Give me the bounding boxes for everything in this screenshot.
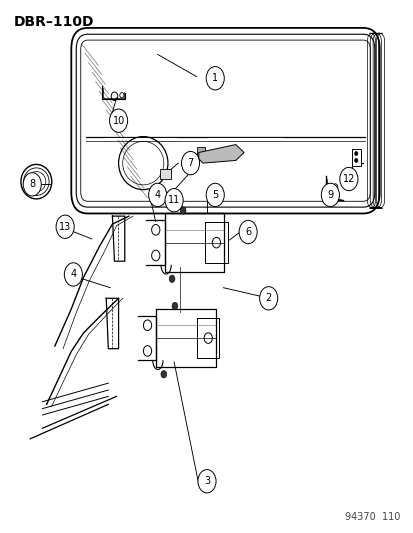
Text: 4: 4: [154, 190, 160, 200]
Circle shape: [64, 263, 82, 286]
Text: 11: 11: [168, 195, 180, 205]
Circle shape: [339, 167, 357, 191]
Text: 1: 1: [211, 73, 218, 83]
Circle shape: [23, 173, 41, 196]
Circle shape: [169, 275, 175, 282]
Circle shape: [172, 302, 177, 310]
FancyBboxPatch shape: [159, 169, 171, 179]
Text: 4: 4: [70, 270, 76, 279]
Text: 10: 10: [112, 116, 124, 126]
Circle shape: [206, 67, 224, 90]
Circle shape: [161, 370, 166, 378]
Text: 9: 9: [327, 190, 332, 200]
Circle shape: [197, 470, 216, 493]
Circle shape: [56, 215, 74, 238]
Text: 13: 13: [59, 222, 71, 232]
Text: 2: 2: [265, 293, 271, 303]
Circle shape: [109, 109, 127, 132]
Text: 5: 5: [211, 190, 218, 200]
Circle shape: [238, 220, 256, 244]
Circle shape: [181, 151, 199, 175]
Text: 94370  110: 94370 110: [344, 512, 399, 522]
Circle shape: [354, 158, 357, 163]
Circle shape: [148, 183, 166, 207]
Text: 7: 7: [187, 158, 193, 168]
Circle shape: [180, 207, 185, 214]
Circle shape: [259, 287, 277, 310]
Circle shape: [354, 151, 357, 156]
Polygon shape: [198, 144, 243, 163]
Circle shape: [165, 189, 183, 212]
Text: 6: 6: [244, 227, 251, 237]
Text: 8: 8: [29, 179, 35, 189]
Circle shape: [320, 183, 339, 207]
Text: 3: 3: [204, 477, 209, 486]
FancyBboxPatch shape: [351, 149, 360, 166]
Text: DBR–110D: DBR–110D: [14, 14, 94, 29]
FancyBboxPatch shape: [196, 147, 204, 160]
Text: 12: 12: [342, 174, 354, 184]
Circle shape: [206, 183, 224, 207]
